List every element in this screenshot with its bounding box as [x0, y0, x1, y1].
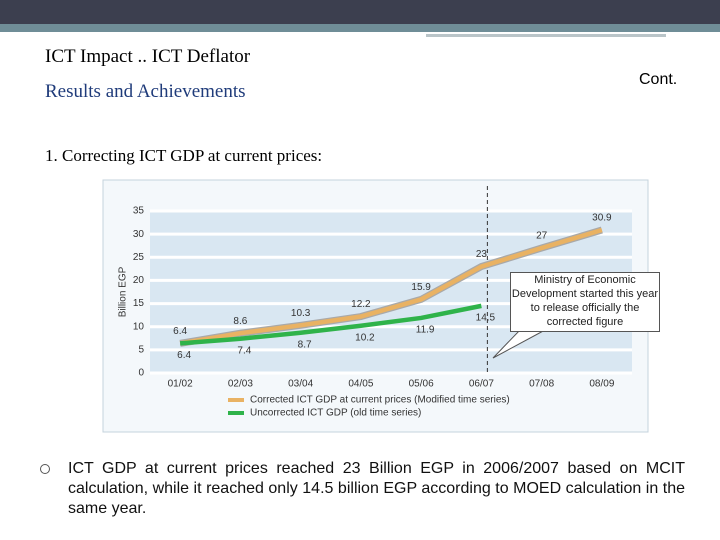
y-tick-label: 15 — [133, 298, 145, 309]
callout: Ministry of Economic Development started… — [510, 272, 660, 332]
x-tick-label: 02/03 — [228, 379, 253, 390]
x-tick-label: 03/04 — [288, 379, 313, 390]
top-bar — [0, 0, 720, 24]
legend-label: Uncorrected ICT GDP (old time series) — [250, 408, 421, 419]
data-label: 23 — [476, 249, 488, 260]
data-label: 7.4 — [237, 345, 251, 356]
data-label: 10.3 — [291, 308, 311, 319]
data-label: 8.6 — [233, 316, 247, 327]
x-tick-label: 07/08 — [529, 379, 554, 390]
bullet-text: ICT GDP at current prices reached 23 Bil… — [68, 460, 685, 517]
x-tick-label: 08/09 — [589, 379, 614, 390]
y-tick-label: 30 — [133, 229, 145, 240]
data-label: 14.5 — [476, 313, 496, 324]
series-line — [179, 227, 603, 346]
section-heading: 1. Correcting ICT GDP at current prices: — [45, 146, 323, 165]
y-tick-label: 5 — [138, 344, 144, 355]
data-label: 8.7 — [298, 339, 312, 350]
y-tick-label: 35 — [133, 206, 145, 217]
series-line — [179, 303, 482, 346]
slide-title: ICT Impact .. ICT Deflator — [45, 46, 251, 67]
data-label: 10.2 — [355, 332, 375, 343]
y-tick-label: 25 — [133, 252, 145, 263]
x-tick-label: 01/02 — [168, 379, 193, 390]
data-label: 6.4 — [177, 350, 191, 361]
y-axis-label: Billion EGP — [118, 266, 129, 317]
data-label: 27 — [536, 231, 548, 242]
data-label: 15.9 — [411, 282, 431, 293]
top-strip — [0, 24, 720, 32]
x-tick-label: 04/05 — [348, 379, 373, 390]
cont-label: Cont. — [639, 71, 678, 88]
data-label: 30.9 — [592, 213, 612, 224]
y-tick-label: 10 — [133, 321, 145, 332]
accent-line — [426, 34, 666, 37]
y-tick-label: 0 — [138, 368, 144, 379]
legend-label: Corrected ICT GDP at current prices (Mod… — [250, 395, 510, 406]
y-tick-label: 20 — [133, 275, 145, 286]
data-label: 6.4 — [173, 326, 187, 337]
x-tick-label: 05/06 — [409, 379, 434, 390]
data-label: 11.9 — [416, 325, 435, 336]
bullet-marker — [40, 464, 50, 474]
x-tick-label: 06/07 — [469, 379, 494, 390]
data-label: 12.2 — [351, 299, 371, 310]
slide-subtitle: Results and Achievements — [45, 81, 246, 102]
